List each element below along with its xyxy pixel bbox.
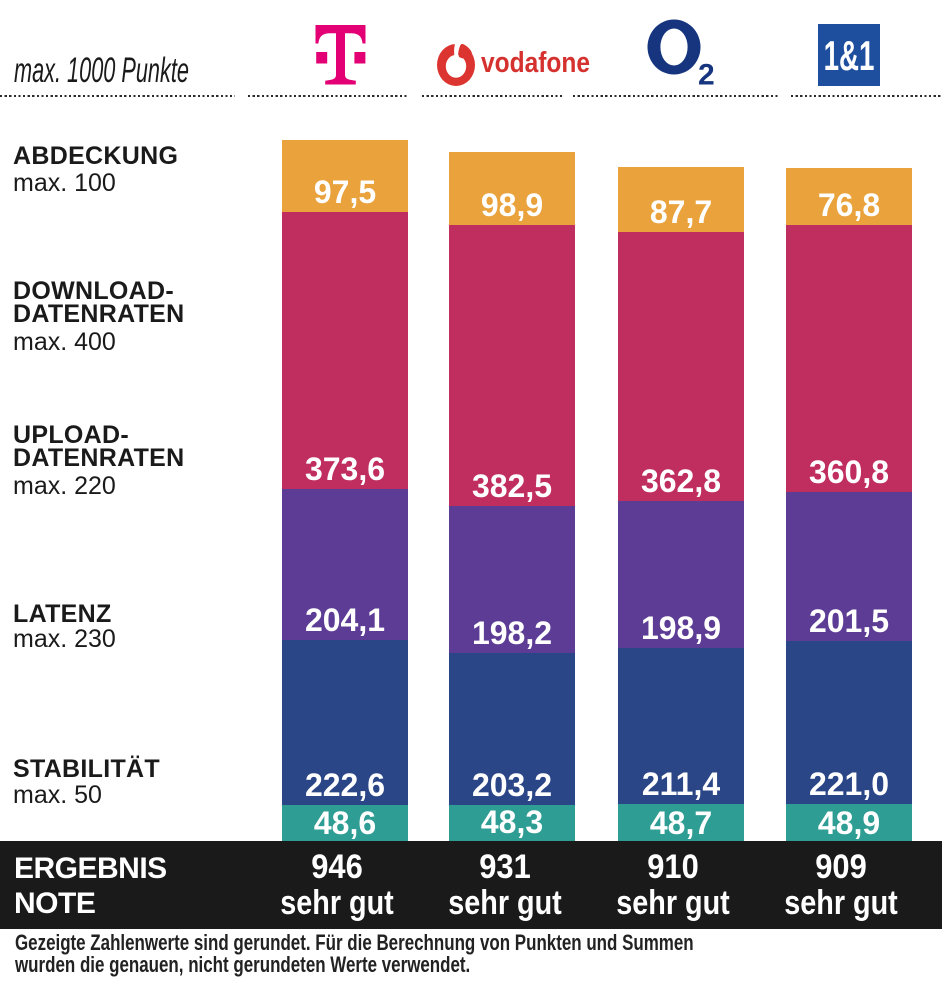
svg-text:2: 2 bbox=[698, 59, 715, 92]
